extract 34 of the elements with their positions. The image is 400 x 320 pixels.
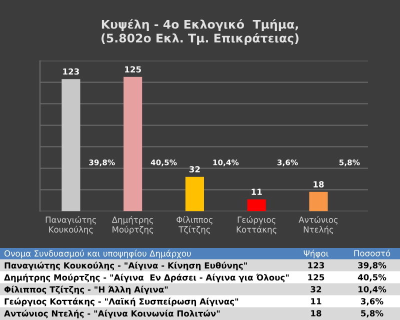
text: 5,8%	[361, 310, 384, 318]
text: 3,6%	[361, 298, 384, 306]
text: 123	[308, 262, 324, 268]
data-label: 125	[125, 66, 141, 73]
text: Παναγιώτης Κουκούλης - "Αίγινα - Κίνηση Ευθύνης"	[4, 262, 247, 270]
text: Δημήτρης Μούρτζης - "Αίγινα Εν Δράσει - Αίγινα για Όλους"	[4, 274, 289, 282]
text: 18	[311, 310, 322, 316]
text: Αντώνιος Ντελής - "Αίγινα Κοινωνία Πολιτών"	[4, 310, 220, 318]
x-tick-label: Γεώργιος Κοττάκης	[236, 216, 276, 234]
x-tick-label: Παναγιώτης Κουκούλης	[46, 216, 96, 234]
text: Ονομα Συνδυασμού και υποψηφίου Δημάρχου	[4, 250, 191, 258]
text: 40,5%	[358, 274, 386, 282]
text: Φίλιππος Τζίτζης - "Η Άλλη Αίγινα"	[4, 286, 168, 294]
text: 125	[308, 274, 324, 280]
text: 11	[311, 298, 322, 304]
text: 39,8%	[358, 262, 386, 270]
bar	[124, 76, 142, 212]
bar	[247, 199, 266, 212]
x-tick-label: Αντώνιος Ντελής	[298, 216, 338, 234]
x-tick-label: Φίλιππος Τζίτζης	[176, 216, 212, 234]
x-tick-label: Δημήτρης Μούρτζης	[112, 216, 154, 234]
text: 32	[310, 286, 322, 292]
bar	[62, 79, 80, 212]
data-label: 32	[189, 166, 200, 172]
chart-title: Κυψέλη - 4ο Εκλογικό Τμήμα, (5.802ο Εκλ. Τμ. Επικράτειας)	[102, 19, 298, 45]
text: Ψήφοι	[304, 250, 328, 258]
bar	[309, 192, 328, 212]
data-label: 18	[314, 181, 324, 188]
data-label: 11	[252, 188, 262, 195]
text: 10,4%	[358, 286, 386, 294]
text: Ποσοστό	[354, 250, 390, 256]
text: Γεώργιος Κοττάκης - "Λαϊκή Συσπείρωση Αίγινας"	[4, 298, 238, 306]
data-label: 123	[63, 68, 79, 75]
bar	[185, 176, 204, 212]
